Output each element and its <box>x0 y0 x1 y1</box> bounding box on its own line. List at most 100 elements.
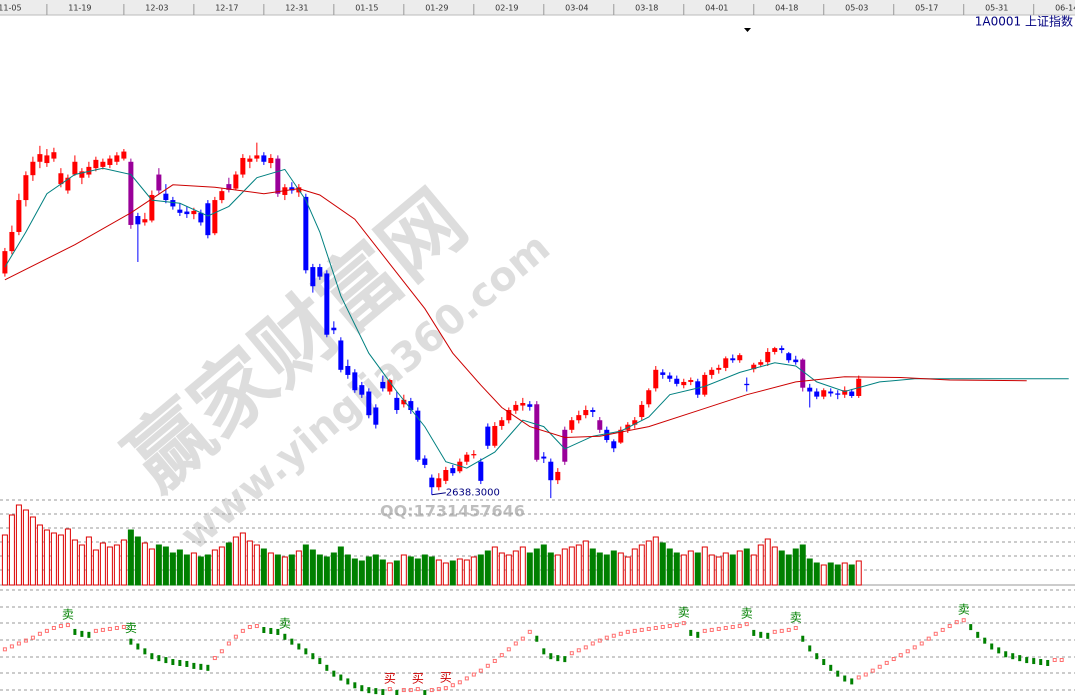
candle-body <box>345 365 351 375</box>
volume-bar <box>610 550 617 586</box>
indicator-rise <box>30 635 35 640</box>
candle-body <box>2 251 8 274</box>
indicator-fall <box>143 648 147 655</box>
candle-body <box>303 196 309 271</box>
indicator-rise <box>51 625 56 630</box>
indicator-fall <box>1004 651 1008 658</box>
indicator-fall <box>381 689 385 695</box>
indicator-fall <box>990 643 994 650</box>
volume-bar <box>197 556 204 586</box>
candle-body <box>93 159 99 169</box>
candle-body <box>730 358 736 361</box>
candle-body <box>415 410 421 460</box>
indicator-rise <box>744 622 749 627</box>
indicator-fall <box>1018 655 1022 662</box>
indicator-fall <box>276 628 280 635</box>
indicator-rise <box>569 651 574 656</box>
indicator-fall <box>206 664 210 671</box>
volume-bar <box>120 539 127 586</box>
indicator-fall <box>304 648 308 655</box>
volume-bar <box>582 540 589 586</box>
indicator-fall <box>801 635 805 642</box>
volume-bar <box>435 559 442 586</box>
indicator-rise <box>478 668 483 673</box>
candle-body <box>513 404 519 411</box>
indicator-fall <box>1025 657 1029 664</box>
indicator-rise <box>919 641 924 646</box>
volume-bar <box>330 552 337 586</box>
candle-body <box>65 177 71 191</box>
indicator-rise <box>443 686 448 691</box>
volume-bar <box>71 539 78 586</box>
candle-body <box>184 211 190 215</box>
volume-bar <box>155 544 162 586</box>
candle-body <box>835 393 841 395</box>
indicator-fall <box>129 638 133 645</box>
indicator-rise <box>884 660 889 665</box>
indicator-rise <box>65 623 70 628</box>
candle-body <box>324 273 330 335</box>
indicator-fall <box>192 662 196 669</box>
candle-body <box>786 353 792 361</box>
indicator-rise <box>576 648 581 653</box>
indicator-fall <box>73 628 77 635</box>
volume-bar <box>386 562 393 586</box>
indicator-rise <box>506 647 511 652</box>
signal-label: 卖 <box>678 606 690 620</box>
indicator-rise <box>954 620 959 625</box>
candle-body <box>30 161 36 176</box>
volume-bar <box>561 548 568 586</box>
indicator-fall <box>1011 653 1015 660</box>
volume-bar <box>568 546 575 586</box>
volume-bar <box>176 549 183 586</box>
volume-bar <box>295 550 302 586</box>
volume-bar <box>148 548 155 586</box>
candle-body <box>744 383 750 386</box>
volume-bar <box>631 548 638 586</box>
volume-bar <box>134 536 141 586</box>
x-tick-label: 02-19 <box>495 4 518 13</box>
candle-body <box>716 367 722 370</box>
indicator-rise <box>793 625 798 630</box>
indicator-fall <box>290 638 294 645</box>
dropdown-arrow <box>744 28 751 32</box>
candle-body <box>86 166 92 175</box>
volume-bar <box>141 542 148 586</box>
volume-bar <box>603 554 610 586</box>
indicator-rise <box>23 638 28 643</box>
volume-bar <box>834 564 841 586</box>
indicator-fall <box>983 637 987 644</box>
volume-bar <box>267 552 274 586</box>
candle-body <box>156 174 162 191</box>
indicator-fall <box>1032 658 1036 665</box>
indicator-rise <box>702 628 707 633</box>
indicator-rise <box>716 626 721 631</box>
volume-bar <box>64 528 71 586</box>
ma-line <box>4 167 1069 469</box>
candle-body <box>205 203 211 236</box>
volume-bar <box>225 542 232 586</box>
volume-bar <box>764 538 771 586</box>
candle-body <box>653 369 659 389</box>
indicator-rise <box>44 628 49 633</box>
candle-body <box>79 171 85 178</box>
x-tick-label: 03-18 <box>635 4 658 13</box>
indicator-fall <box>164 657 168 664</box>
volume-bar <box>722 552 729 586</box>
candle-body <box>198 212 204 223</box>
volume-bar <box>190 552 197 586</box>
candle-body <box>275 158 281 194</box>
candle-body <box>401 399 407 405</box>
volume-bar <box>596 552 603 586</box>
candle-body <box>44 155 50 164</box>
indicator-rise <box>856 675 861 680</box>
candle-body <box>16 200 22 232</box>
candle-body <box>429 477 435 488</box>
indicator-rise <box>415 687 420 692</box>
candle-body <box>9 231 15 252</box>
indicator-rise <box>247 625 252 630</box>
indicator-rise <box>590 641 595 646</box>
x-tick-label: 05-03 <box>845 4 868 13</box>
candle-body <box>541 456 547 459</box>
candle-body <box>23 175 29 201</box>
